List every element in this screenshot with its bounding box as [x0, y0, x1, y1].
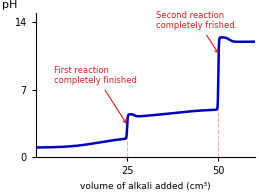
Text: First reaction
completely finished: First reaction completely finished [54, 66, 137, 123]
Y-axis label: pH: pH [2, 0, 17, 10]
X-axis label: volume of alkali added (cm³): volume of alkali added (cm³) [80, 182, 211, 191]
Text: Second reaction
completely frished.: Second reaction completely frished. [156, 11, 238, 53]
